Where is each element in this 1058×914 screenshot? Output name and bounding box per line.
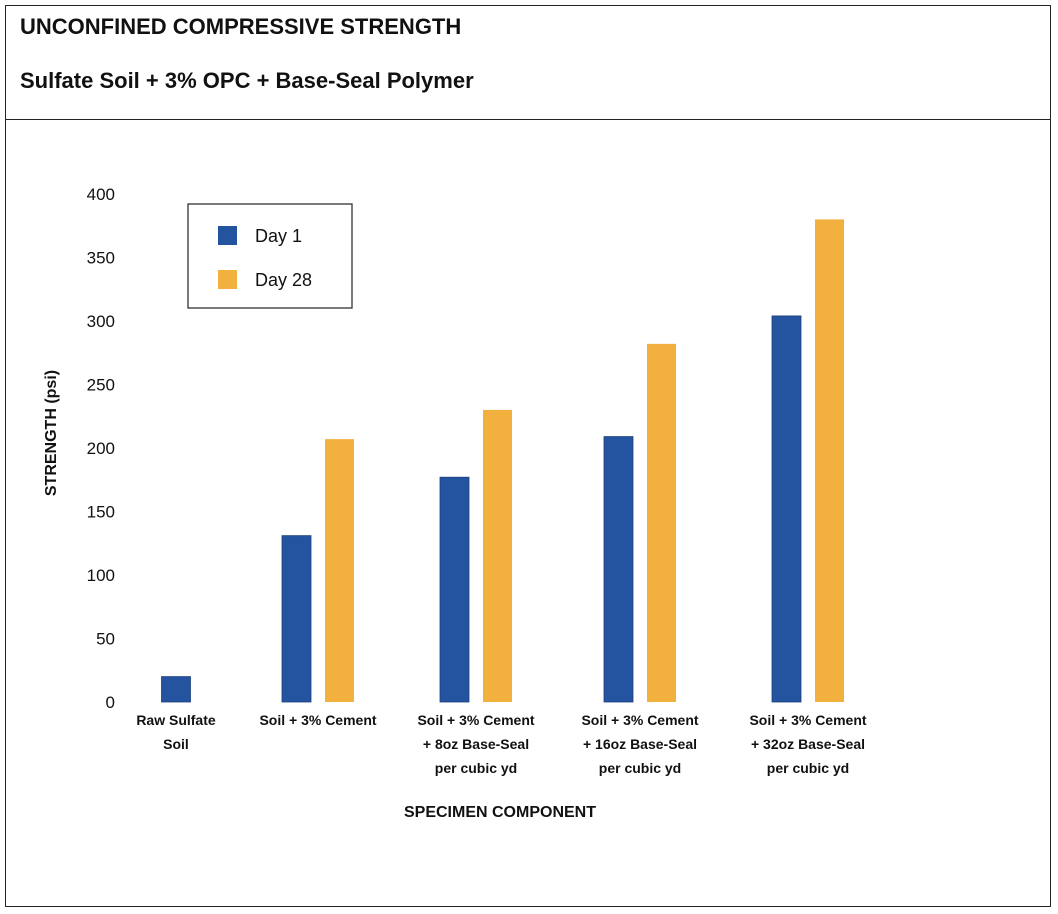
- header: UNCONFINED COMPRESSIVE STRENGTH Sulfate …: [6, 6, 1050, 120]
- bar-day-28-cat-4: [647, 343, 676, 702]
- category-label-4: Soil + 3% Cement + 16oz Base-Seal per cubi…: [581, 712, 698, 776]
- bar-day-1-cat-3: [439, 476, 470, 703]
- bars: [161, 219, 844, 703]
- bar-day-1-cat-2: [281, 535, 312, 703]
- y-tick-label-250: 250: [87, 376, 115, 395]
- chart-subtitle: Sulfate Soil + 3% OPC + Base-Seal Polyme…: [20, 68, 474, 93]
- category-label-1: Raw Sulfate Soil: [136, 712, 216, 752]
- legend: Day 1 Day 28: [187, 203, 353, 309]
- legend-swatch-day-28: [218, 270, 237, 289]
- figure-frame: UNCONFINED COMPRESSIVE STRENGTH Sulfate …: [5, 5, 1051, 907]
- chart-title: UNCONFINED COMPRESSIVE STRENGTH: [20, 14, 462, 39]
- y-tick-label-0: 0: [106, 693, 115, 712]
- y-tick-label-350: 350: [87, 249, 115, 268]
- x-axis-title: SPECIMEN COMPONENT: [404, 804, 596, 821]
- category-label-3: Soil + 3% Cement + 8oz Base-Seal per cubic…: [417, 712, 534, 776]
- legend-label-day-1: Day 1: [255, 226, 302, 246]
- y-axis-ticks: 0 50 100 150 200 250 300 350 400: [87, 185, 115, 712]
- bar-day-1-cat-4: [603, 436, 634, 703]
- y-tick-label-100: 100: [87, 566, 115, 585]
- y-tick-label-400: 400: [87, 185, 115, 204]
- bar-day-28-cat-2: [325, 439, 354, 702]
- y-tick-label-150: 150: [87, 503, 115, 522]
- y-axis-title: STRENGTH (psi): [43, 370, 60, 496]
- category-labels: Raw Sulfate Soil Soil + 3% Cement Soil + 3%…: [136, 712, 867, 776]
- y-tick-label-300: 300: [87, 312, 115, 331]
- bar-day-28-cat-5: [815, 219, 844, 702]
- y-tick-label-200: 200: [87, 439, 115, 458]
- bar-day-1-cat-5: [771, 315, 802, 703]
- legend-box: [187, 203, 353, 309]
- category-label-2: Soil + 3% Cement: [259, 712, 376, 728]
- legend-swatch-day-1: [218, 226, 237, 245]
- legend-label-day-28: Day 28: [255, 270, 312, 290]
- y-tick-label-50: 50: [96, 630, 115, 649]
- category-label-5: Soil + 3% Cement + 32oz Base-Seal per cubi…: [749, 712, 866, 776]
- bar-day-28-cat-3: [483, 409, 512, 702]
- bar-day-1-cat-1: [161, 676, 191, 703]
